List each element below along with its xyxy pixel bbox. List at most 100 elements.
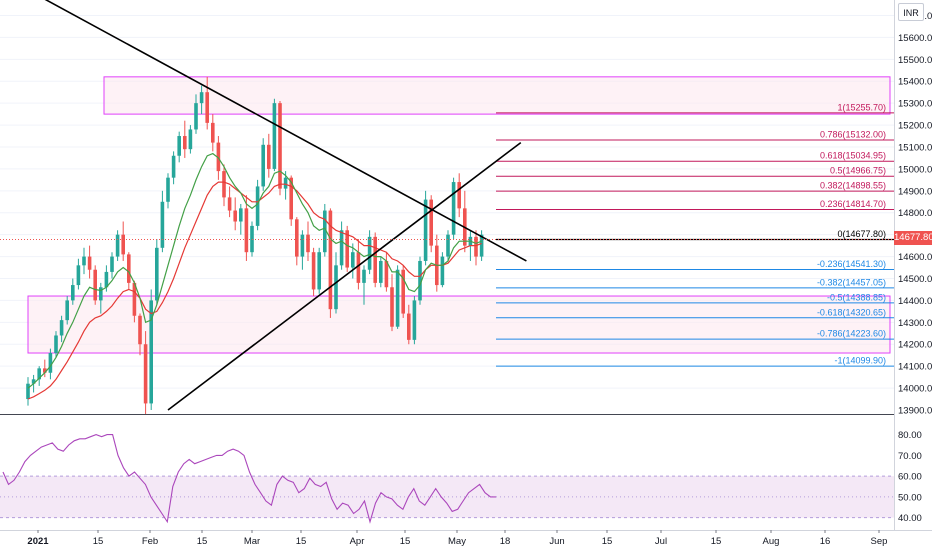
rsi-band: [0, 476, 894, 518]
candle-body: [143, 344, 148, 404]
candle-body: [87, 256, 92, 270]
candle-body: [317, 252, 321, 290]
last-price-badge: 14677.80: [894, 231, 932, 245]
rsi-tick-label: 40.00: [898, 513, 922, 524]
candle-body: [362, 269, 366, 283]
candle-body: [440, 256, 445, 286]
price-tick-label: 13900.00: [898, 406, 932, 417]
candle-body: [76, 265, 81, 286]
candle-body: [379, 260, 383, 283]
demand-supply-zones: [27, 76, 891, 354]
candle-body: [43, 368, 47, 373]
rsi-panel[interactable]: [0, 434, 894, 524]
candle-body: [132, 282, 137, 316]
price-tick-label: 14000.00: [898, 384, 932, 395]
candle-body: [373, 236, 377, 283]
time-tick-label: Mar: [244, 536, 260, 547]
fibonacci-levels: 1(15255.70) 0.786(15132.00) 0.618(15034.95…: [496, 102, 894, 367]
candle-body: [261, 144, 265, 187]
candle-body: [334, 265, 338, 310]
fib-label: 0.786(15132.00): [820, 129, 886, 139]
candle-body: [138, 315, 142, 345]
candle-body: [339, 230, 344, 266]
rsi-indicator: [0, 434, 894, 524]
price-tick-label: 15100.00: [898, 142, 932, 153]
price-tick-label: 14600.00: [898, 252, 932, 263]
candle-body: [390, 287, 394, 327]
candle-body: [127, 254, 131, 283]
time-tick-label: 15: [93, 536, 104, 547]
candle-body: [222, 171, 226, 198]
fib-label: 0.382(14898.55): [820, 181, 886, 191]
candle-body: [115, 234, 120, 257]
time-tick-label: 15: [296, 536, 307, 547]
time-tick-label: Jul: [655, 536, 667, 547]
candle-body: [418, 260, 422, 301]
price-tick-label: 14300.00: [898, 318, 932, 329]
candle-body: [395, 269, 400, 327]
fib-label: 0(14677.80): [837, 229, 886, 239]
price-tick-label: 14500.00: [898, 274, 932, 285]
price-tick-label: 15500.00: [898, 55, 932, 66]
price-panel[interactable]: 1(15255.70) 0.786(15132.00) 0.618(15034.95…: [0, 0, 894, 415]
price-tick-label: 14900.00: [898, 186, 932, 197]
rsi-axis[interactable]: 80.00 70.00 60.00 50.00 40.00: [898, 430, 922, 524]
candle-body: [171, 155, 176, 178]
candle-body: [194, 103, 198, 130]
time-tick-label: 18: [500, 536, 511, 547]
fib-label: 1(15255.70): [837, 102, 886, 112]
trendline-descending: [44, 0, 527, 262]
candle-body: [356, 252, 361, 283]
price-tick-label: 14200.00: [898, 340, 932, 351]
time-tick-label: 15: [400, 536, 411, 547]
candle-body: [412, 300, 417, 340]
candle-body: [306, 234, 310, 253]
candle-body: [323, 210, 327, 253]
fib-label: -0.786(14223.60): [817, 329, 886, 339]
candle-body: [272, 103, 277, 169]
candle-body: [429, 199, 433, 246]
candle-body: [367, 236, 372, 270]
candle-body: [407, 313, 411, 340]
price-tick-label: 15300.00: [898, 99, 932, 110]
candle-body: [54, 335, 58, 354]
candle-body: [65, 300, 69, 321]
time-tick-label: May: [448, 536, 466, 547]
candle-body: [289, 177, 293, 220]
fib-label: -0.5(14388.85): [827, 292, 886, 302]
price-axis[interactable]: 15700.0015600.0015500.0015400.0015300.00…: [898, 11, 932, 417]
fib-label: -1(14099.90): [834, 356, 886, 366]
candle-body: [255, 186, 260, 226]
time-tick-label: Feb: [142, 536, 158, 547]
rsi-tick-label: 50.00: [898, 492, 922, 503]
candle-body: [384, 260, 389, 288]
candle-body: [188, 129, 193, 150]
candle-body: [71, 285, 75, 301]
candle-body: [278, 103, 282, 189]
time-tick-label: Aug: [763, 536, 780, 547]
ema-fast-line: [27, 152, 482, 389]
currency-label[interactable]: INR: [898, 3, 924, 21]
candle-body: [233, 210, 237, 222]
time-tick-label: Sep: [871, 536, 888, 547]
candle-body: [244, 208, 249, 253]
trendline-ascending: [167, 141, 522, 411]
candle-body: [267, 144, 271, 169]
ema-slow-line: [27, 181, 482, 400]
candle-body: [423, 199, 428, 261]
time-tick-label: 16: [820, 536, 831, 547]
candle-body: [474, 236, 478, 257]
rsi-tick-label: 70.00: [898, 451, 922, 462]
zone-rect: [103, 76, 891, 115]
candle-body: [166, 177, 170, 202]
candle-body: [82, 256, 86, 266]
candle-body: [26, 383, 30, 400]
rsi-tick-label: 80.00: [898, 430, 922, 441]
candle-body: [177, 136, 181, 156]
candle-body: [160, 201, 165, 248]
moving-averages: [27, 152, 482, 400]
candle-body: [59, 320, 64, 336]
time-tick-label: Jun: [549, 536, 564, 547]
time-axis[interactable]: 2021 15 Feb 15 Mar 15 Apr 15 May 18 Jun 15 Jul 15 Aug 1…: [27, 530, 887, 547]
